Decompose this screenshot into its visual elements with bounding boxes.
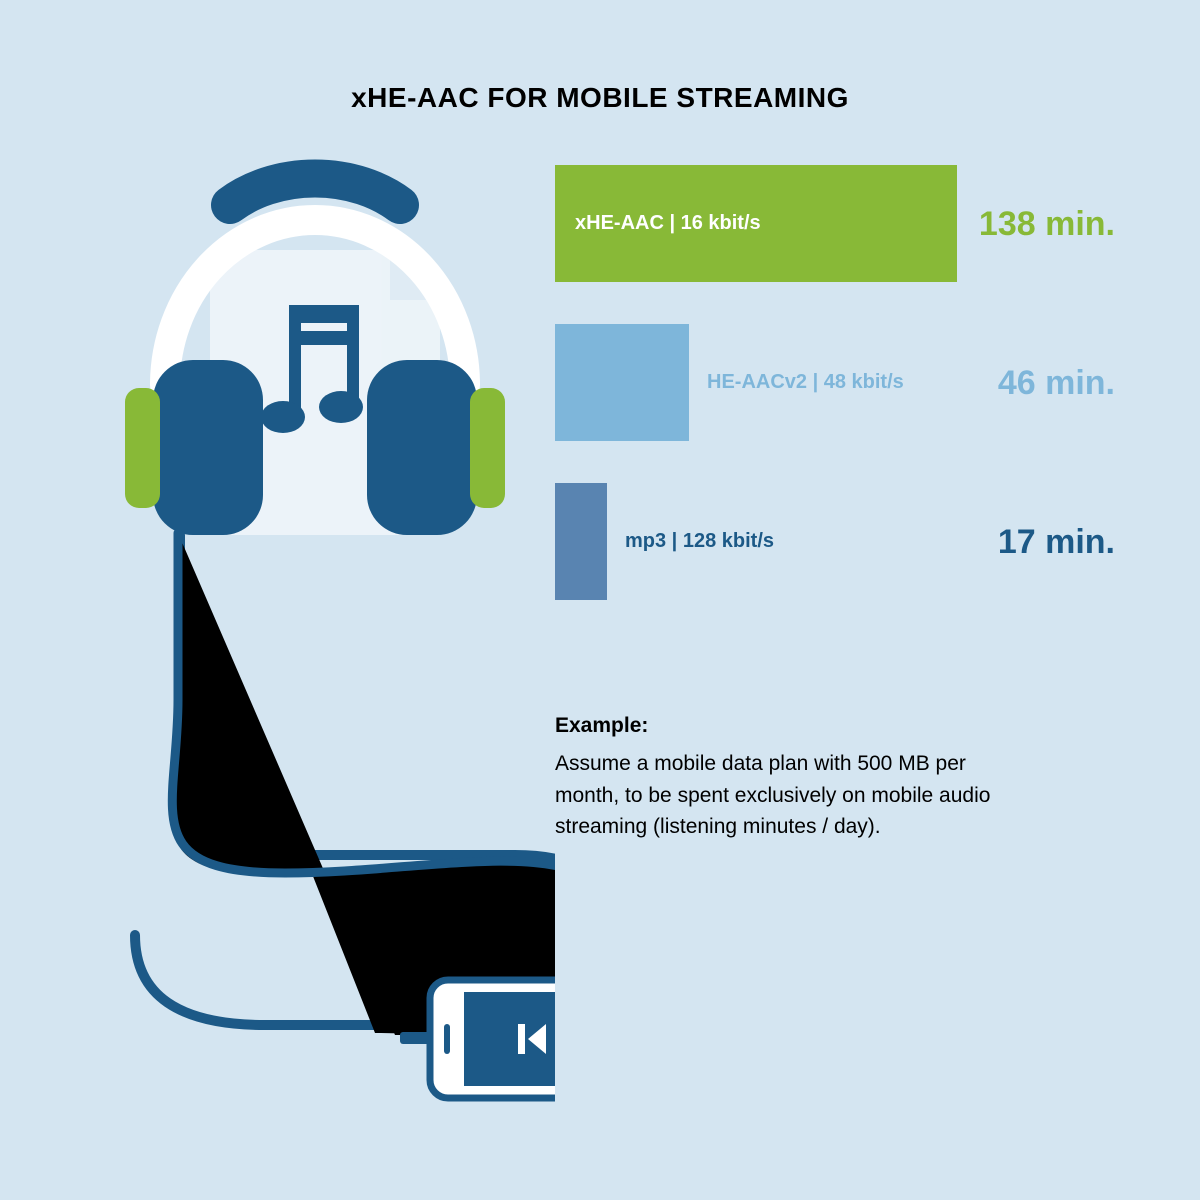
illustration — [95, 155, 555, 1105]
bar-value: 138 min. — [979, 205, 1115, 244]
bar-row: xHE-AAC | 16 kbit/s 138 min. — [555, 165, 1115, 282]
bar-value: 17 min. — [998, 523, 1115, 562]
bar-row: mp3 | 128 kbit/s 17 min. — [555, 483, 1115, 600]
example-title: Example: — [555, 714, 1035, 738]
infographic-canvas: xHE-AAC FOR MOBILE STREAMING — [0, 0, 1200, 1200]
bar-he-aacv2 — [555, 324, 689, 441]
bar-value: 46 min. — [998, 364, 1115, 403]
bar-mp3 — [555, 483, 607, 600]
bar-chart: xHE-AAC | 16 kbit/s 138 min. HE-AACv2 | … — [555, 165, 1115, 642]
bar-row: HE-AACv2 | 48 kbit/s 46 min. — [555, 324, 1115, 441]
bar-label: xHE-AAC | 16 kbit/s — [575, 212, 761, 235]
bar-label: HE-AACv2 | 48 kbit/s — [707, 371, 904, 394]
bar-label: mp3 | 128 kbit/s — [625, 530, 774, 553]
example-body: Assume a mobile data plan with 500 MB pe… — [555, 748, 1035, 843]
page-title: xHE-AAC FOR MOBILE STREAMING — [0, 82, 1200, 114]
example-block: Example: Assume a mobile data plan with … — [555, 714, 1035, 843]
headphones-phone-svg — [95, 155, 555, 1105]
